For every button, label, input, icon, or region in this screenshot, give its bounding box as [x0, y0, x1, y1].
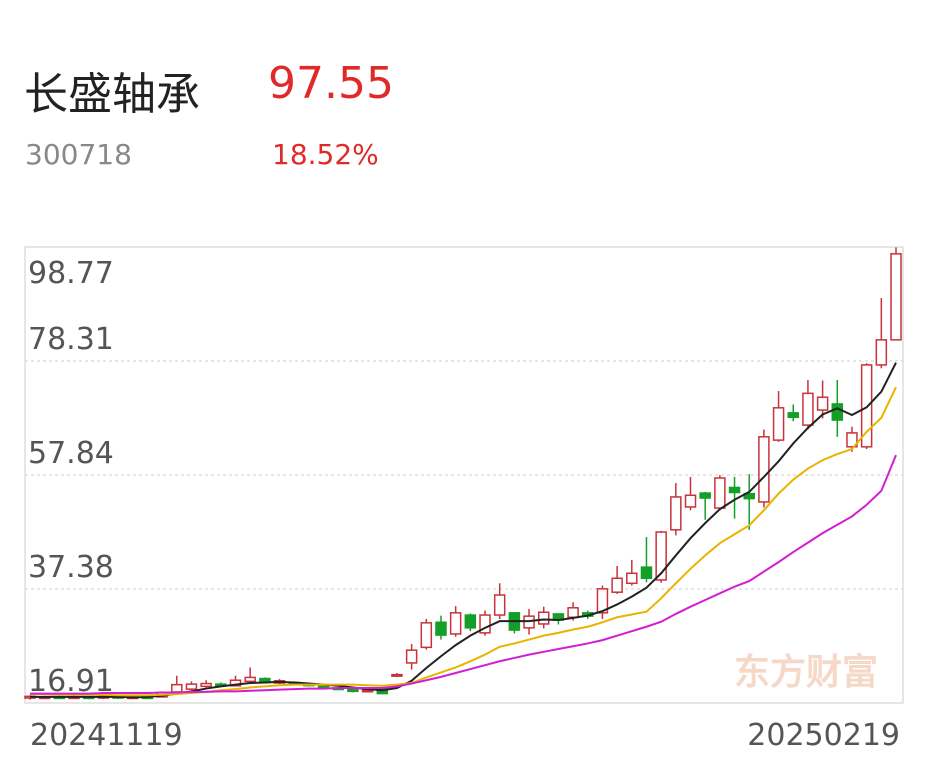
watermark: 东方财富 [734, 651, 878, 693]
x-tick-label: 20250219 [747, 718, 900, 753]
candle-body [670, 496, 682, 531]
y-tick-label: 78.31 [28, 322, 114, 357]
candle-body [655, 531, 667, 581]
candle-body [200, 682, 212, 688]
moving-average-line [30, 362, 897, 699]
candle-body [787, 412, 800, 419]
stock-price: 97.55 [268, 58, 394, 109]
candle-body [611, 577, 623, 593]
candle-body [802, 392, 814, 426]
candle-body [567, 607, 579, 619]
candle-body [684, 494, 697, 508]
candle-body [449, 612, 462, 635]
candle-body [464, 614, 477, 629]
x-tick-label: 20241119 [30, 718, 183, 753]
candle-body [831, 403, 844, 421]
y-tick-label: 98.77 [28, 256, 114, 291]
candle-body [361, 689, 374, 693]
y-tick-label: 57.84 [28, 436, 114, 471]
candle-body [229, 679, 242, 687]
stock-change: 18.52% [272, 138, 379, 171]
candle-body [405, 649, 418, 664]
candle-body [244, 676, 256, 683]
candle-body [846, 432, 858, 448]
moving-average-line [30, 386, 897, 697]
candle-body [875, 339, 888, 366]
candle-body [493, 594, 506, 616]
candle-body [728, 486, 741, 494]
stock-code: 300718 [25, 138, 132, 171]
stock-name: 长盛轴承 [24, 69, 200, 120]
candle-body [816, 396, 829, 411]
candle-body [185, 683, 198, 690]
candle-body [537, 611, 550, 625]
candle-body [699, 492, 711, 499]
candle-body [479, 614, 491, 634]
candle-body [890, 253, 902, 341]
candle-body [435, 621, 447, 636]
candle-body [772, 407, 785, 441]
candle-body [640, 566, 653, 580]
candle-body [714, 477, 726, 509]
candle-body [376, 688, 389, 695]
candle-body [420, 622, 433, 649]
candle-body [758, 436, 770, 503]
y-tick-label: 37.38 [28, 550, 114, 585]
candle-body [626, 572, 638, 585]
candle-body [391, 673, 403, 677]
candle-body [596, 588, 609, 614]
candle-body [743, 492, 755, 500]
candle-body [171, 683, 183, 693]
candle-body [347, 688, 359, 693]
moving-average-line [30, 454, 897, 695]
